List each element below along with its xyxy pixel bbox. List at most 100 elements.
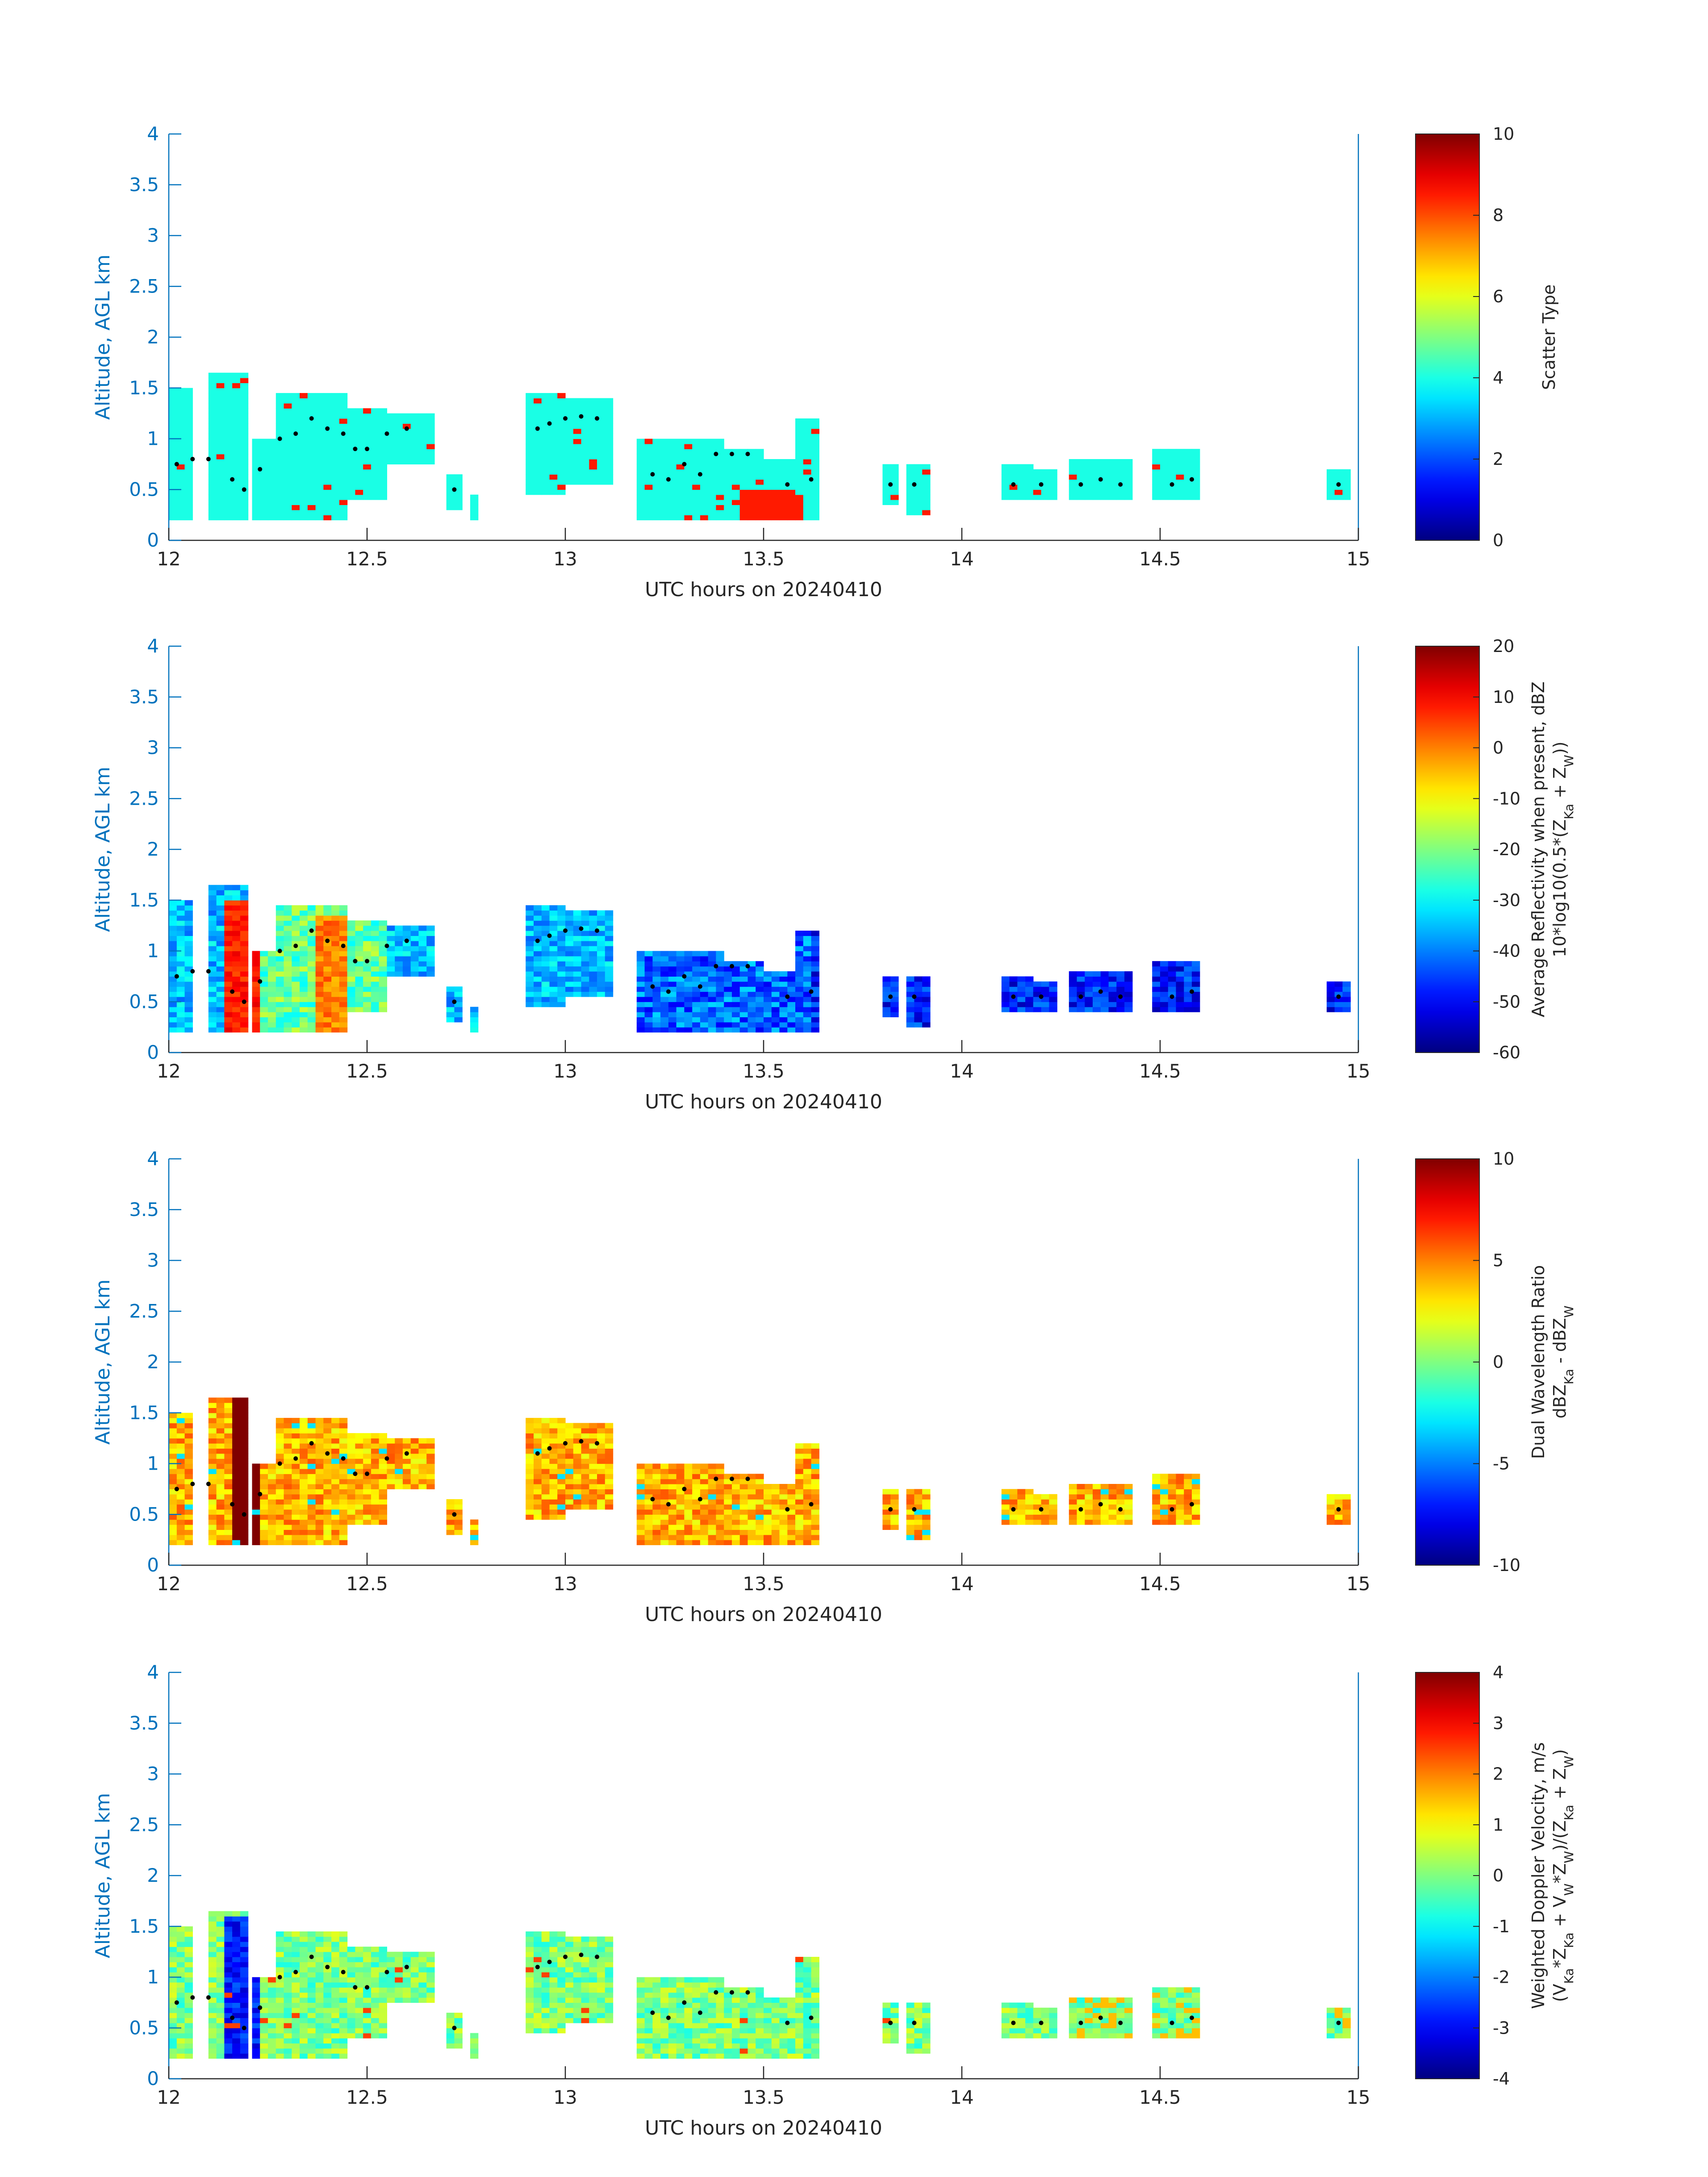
heatmap-cell [581, 1504, 589, 1510]
heatmap-cell [526, 403, 534, 409]
heatmap-cell [184, 956, 193, 961]
heatmap-cell [795, 956, 804, 961]
heatmap-cell [395, 428, 403, 434]
heatmap-cell [379, 474, 387, 480]
heatmap-cell [284, 1443, 292, 1449]
heatmap-cell [549, 925, 558, 931]
heatmap-cell [589, 469, 597, 475]
heatmap-cell [176, 1957, 185, 1962]
heatmap-cell [739, 996, 748, 1002]
heatmap-cell [716, 489, 724, 495]
heatmap-cell [549, 1448, 558, 1454]
heatmap-cell [184, 423, 193, 429]
heatmap-cell [890, 1002, 899, 1007]
heatmap-cell [379, 936, 387, 941]
heatmap-cell [315, 434, 324, 439]
heatmap-cell [573, 1504, 582, 1510]
heatmap-cell [644, 484, 653, 490]
heatmap-cell [636, 443, 645, 449]
heatmap-cell [240, 1027, 249, 1033]
y-tick-label: 1.5 [129, 889, 159, 911]
heatmap-cell [339, 1418, 348, 1424]
heatmap-cell [208, 474, 217, 480]
heatmap-cell [565, 1484, 574, 1489]
x-tick-label: 13.5 [743, 548, 785, 570]
heatmap-cell [1327, 494, 1335, 500]
heatmap-cell [811, 1443, 819, 1449]
heatmap-cell [292, 976, 300, 982]
heatmap-cell [232, 1012, 241, 1017]
heatmap-cell [684, 505, 693, 510]
heatmap-cell [597, 966, 606, 972]
heatmap-cell [1108, 1514, 1117, 1520]
heatmap-cell [1192, 1479, 1200, 1484]
heatmap-cell [446, 991, 455, 997]
heatmap-cell [355, 1489, 363, 1495]
heatmap-cell [410, 1479, 419, 1484]
heatmap-cell [668, 981, 677, 987]
heatmap-cell [1041, 1509, 1049, 1515]
heatmap-cell [1069, 1504, 1077, 1510]
heatmap-cell [716, 454, 724, 460]
heatmap-cell [339, 505, 348, 510]
heatmap-cell [176, 2002, 185, 2008]
heatmap-cell [276, 1529, 284, 1535]
heatmap-cell [315, 454, 324, 460]
heatmap-cell [1192, 484, 1200, 490]
heatmap-cell [347, 439, 355, 444]
heatmap-cell [700, 991, 709, 997]
heatmap-cell [684, 1012, 693, 1017]
heatmap-cell [605, 434, 614, 439]
heatmap-cell [565, 986, 574, 992]
heatmap-cell [395, 1484, 403, 1489]
heatmap-cell [771, 464, 780, 470]
heatmap-cell [1049, 991, 1057, 997]
heatmap-cell [541, 956, 550, 961]
heatmap-cell [276, 494, 284, 500]
boundary-marker [206, 1482, 211, 1486]
heatmap-cell [1334, 489, 1343, 495]
heatmap-cell [240, 449, 249, 455]
heatmap-cell [276, 1012, 284, 1017]
heatmap-cell [692, 479, 701, 485]
heatmap-cell [184, 1534, 193, 1540]
heatmap-cell [307, 1540, 316, 1546]
heatmap-cell [803, 500, 812, 505]
heatmap-cell [371, 428, 380, 434]
heatmap-cell [1033, 1514, 1042, 1520]
heatmap-cell [216, 1951, 225, 1957]
heatmap-cell [1192, 1499, 1200, 1505]
heatmap-cell [331, 1525, 340, 1530]
heatmap-cell [307, 515, 316, 521]
heatmap-cell [252, 489, 260, 495]
heatmap-cell [184, 1012, 193, 1017]
heatmap-cell [284, 915, 292, 921]
heatmap-cell [739, 966, 748, 972]
heatmap-cell [700, 510, 709, 515]
heatmap-cell [668, 479, 677, 485]
heatmap-cell [716, 1002, 724, 1007]
heatmap-cell [668, 1468, 677, 1474]
y-tick-label: 1 [147, 428, 159, 450]
heatmap-cell [803, 443, 812, 449]
heatmap-cell [724, 966, 732, 972]
heatmap-cell [764, 1504, 772, 1510]
heatmap-cell [716, 1012, 724, 1017]
heatmap-cell [410, 459, 419, 464]
heatmap-cell [323, 1489, 332, 1495]
heatmap-cell [323, 449, 332, 455]
heatmap-cell [446, 1519, 455, 1525]
heatmap-cell [216, 1982, 225, 1988]
heatmap-cell [268, 2043, 276, 2049]
heatmap-cell [914, 1519, 923, 1525]
heatmap-cell [224, 388, 233, 393]
heatmap-cell [565, 1443, 574, 1449]
heatmap-cell [1168, 961, 1177, 967]
heatmap-cell [764, 1027, 772, 1033]
heatmap-cell [573, 1458, 582, 1464]
heatmap-cell [605, 1479, 614, 1484]
heatmap-cell [1017, 1519, 1026, 1525]
heatmap-cell [339, 1027, 348, 1033]
heatmap-cell [1069, 489, 1077, 495]
heatmap-cell [216, 1936, 225, 1942]
